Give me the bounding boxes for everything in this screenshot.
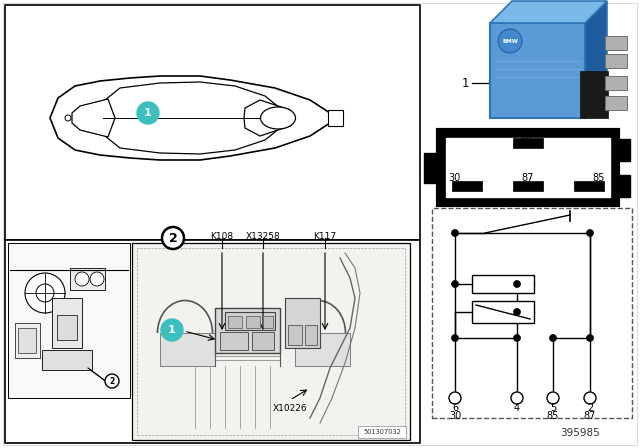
Bar <box>18 328 36 353</box>
Bar <box>225 312 275 330</box>
Bar <box>5 240 420 443</box>
Circle shape <box>161 319 183 341</box>
Bar <box>285 298 320 348</box>
Bar <box>574 181 604 191</box>
Text: 501307032: 501307032 <box>363 429 401 435</box>
Bar <box>5 5 420 240</box>
Circle shape <box>65 115 71 121</box>
Polygon shape <box>490 1 607 23</box>
Text: 395985: 395985 <box>560 428 600 438</box>
Text: 6: 6 <box>452 403 458 413</box>
Bar <box>215 308 280 353</box>
Text: 85: 85 <box>547 411 559 421</box>
Bar <box>328 110 343 126</box>
Circle shape <box>586 335 593 341</box>
Bar <box>358 426 406 438</box>
Text: K117: K117 <box>314 232 337 241</box>
Bar <box>228 316 242 328</box>
Bar <box>490 23 585 118</box>
Polygon shape <box>72 99 115 137</box>
Polygon shape <box>100 82 280 154</box>
Ellipse shape <box>260 107 296 129</box>
Bar <box>132 243 410 440</box>
Text: 87: 87 <box>584 411 596 421</box>
Bar <box>446 138 610 197</box>
Circle shape <box>513 335 520 341</box>
Bar <box>616 139 630 161</box>
Text: 1: 1 <box>144 108 152 118</box>
Circle shape <box>451 229 458 237</box>
Bar <box>160 333 215 366</box>
Text: 85: 85 <box>593 173 605 183</box>
Circle shape <box>137 102 159 124</box>
Circle shape <box>547 392 559 404</box>
Bar <box>57 315 77 340</box>
Bar <box>246 316 260 328</box>
Polygon shape <box>50 76 332 160</box>
Circle shape <box>75 272 89 286</box>
Circle shape <box>584 392 596 404</box>
Text: X13258: X13258 <box>246 232 280 241</box>
Bar <box>605 96 627 110</box>
Text: 4: 4 <box>514 403 520 413</box>
Circle shape <box>511 392 523 404</box>
Text: K108: K108 <box>211 232 234 241</box>
Bar <box>513 138 543 148</box>
Text: 30: 30 <box>449 411 461 421</box>
Bar <box>452 181 482 191</box>
Bar <box>252 332 274 350</box>
Text: 2: 2 <box>109 376 115 385</box>
Text: 2: 2 <box>168 232 177 245</box>
Circle shape <box>162 227 184 249</box>
Bar <box>605 54 627 68</box>
Bar <box>263 316 273 328</box>
Bar <box>513 181 543 191</box>
Bar <box>472 301 534 323</box>
Text: 87: 87 <box>522 173 534 183</box>
Bar <box>305 325 317 345</box>
Bar <box>605 36 627 50</box>
Circle shape <box>36 284 54 302</box>
Bar <box>438 130 618 205</box>
Circle shape <box>451 280 458 288</box>
Bar <box>137 248 405 435</box>
Text: 87: 87 <box>522 132 534 142</box>
Circle shape <box>550 335 557 341</box>
Text: 30: 30 <box>448 173 460 183</box>
Circle shape <box>451 335 458 341</box>
Bar <box>70 268 105 290</box>
Bar <box>424 153 440 183</box>
Bar <box>8 243 130 398</box>
Circle shape <box>449 392 461 404</box>
Polygon shape <box>585 1 607 118</box>
Circle shape <box>586 229 593 237</box>
Bar <box>15 323 40 358</box>
Bar <box>605 76 627 90</box>
Circle shape <box>498 29 522 53</box>
Polygon shape <box>244 100 295 136</box>
Text: 1: 1 <box>168 325 176 335</box>
Bar <box>42 350 92 370</box>
Text: BMW: BMW <box>502 39 518 43</box>
Circle shape <box>105 374 119 388</box>
Bar <box>52 298 82 348</box>
Bar <box>580 71 608 118</box>
Text: 1: 1 <box>461 77 468 90</box>
Bar <box>616 175 630 197</box>
Circle shape <box>25 273 65 313</box>
Bar <box>295 333 350 366</box>
Circle shape <box>513 309 520 315</box>
Text: 2: 2 <box>587 403 593 413</box>
Bar <box>432 208 632 418</box>
Bar <box>472 275 534 293</box>
Bar <box>288 325 302 345</box>
Text: X10226: X10226 <box>273 404 307 413</box>
Circle shape <box>90 272 104 286</box>
Text: 5: 5 <box>550 403 556 413</box>
Circle shape <box>513 280 520 288</box>
Bar <box>220 332 248 350</box>
